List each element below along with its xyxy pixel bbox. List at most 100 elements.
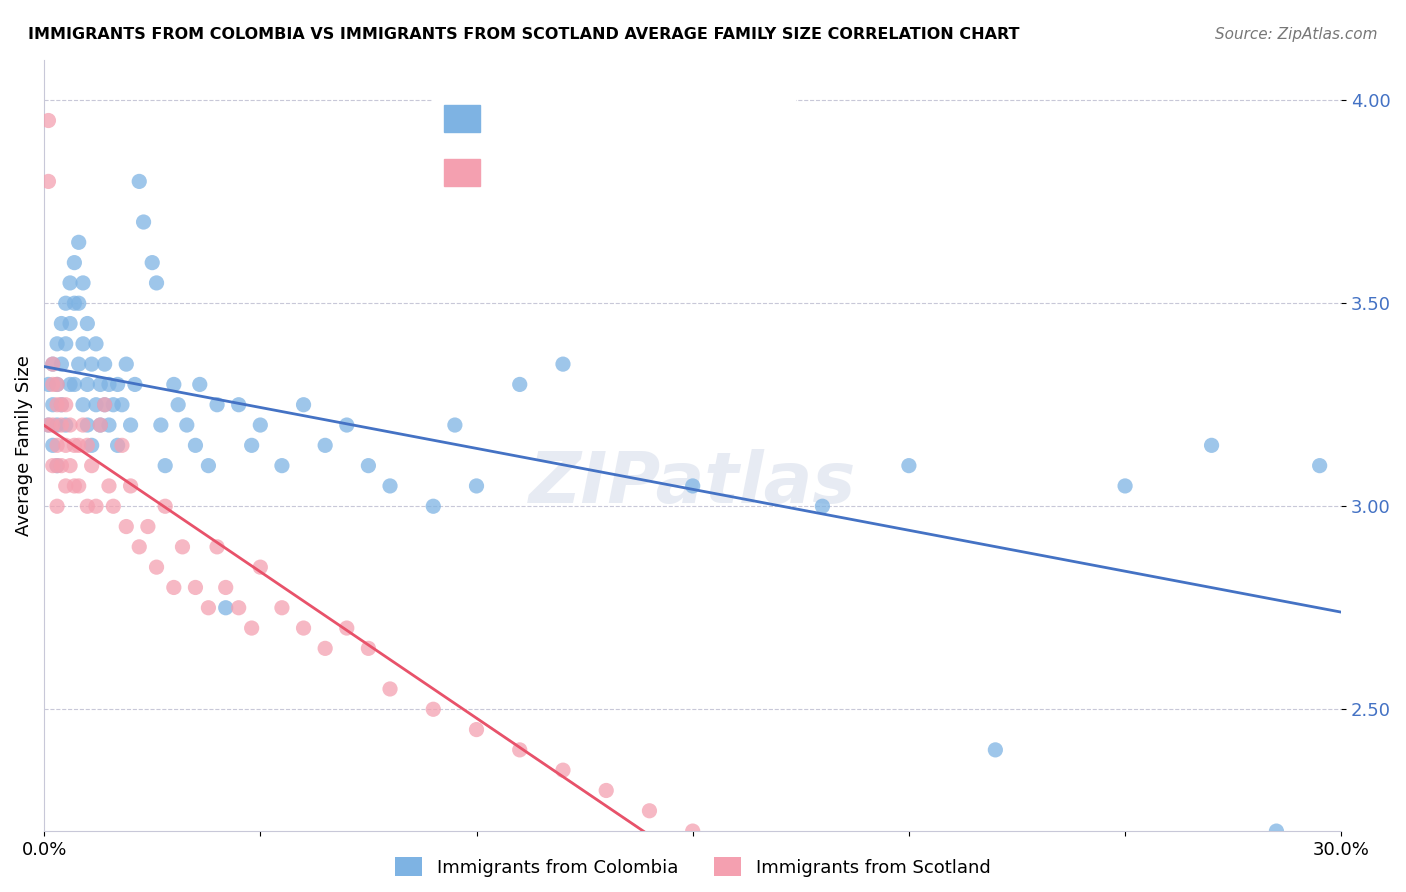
Immigrants from Scotland — [184, 581, 207, 595]
Immigrants from Colombia — [167, 398, 190, 412]
Immigrants from Scotland — [465, 723, 488, 737]
Immigrants from Colombia — [897, 458, 920, 473]
Immigrants from Colombia — [59, 377, 82, 392]
Immigrants from Colombia — [124, 377, 146, 392]
Immigrants from Colombia — [51, 317, 73, 331]
Immigrants from Scotland — [59, 418, 82, 433]
Immigrants from Scotland — [163, 581, 186, 595]
Immigrants from Colombia — [811, 500, 834, 514]
Y-axis label: Average Family Size: Average Family Size — [15, 355, 32, 536]
Immigrants from Colombia — [51, 357, 73, 371]
Immigrants from Colombia — [67, 296, 90, 310]
Immigrants from Scotland — [240, 621, 263, 635]
Immigrants from Scotland — [336, 621, 359, 635]
Immigrants from Colombia — [465, 479, 488, 493]
Immigrants from Colombia — [357, 458, 380, 473]
Immigrants from Colombia — [240, 438, 263, 452]
Immigrants from Scotland — [93, 398, 115, 412]
Immigrants from Colombia — [93, 398, 115, 412]
Immigrants from Colombia — [37, 418, 59, 433]
Immigrants from Scotland — [271, 600, 294, 615]
Immigrants from Colombia — [682, 479, 704, 493]
Immigrants from Scotland — [551, 763, 574, 777]
Immigrants from Scotland — [46, 458, 69, 473]
Immigrants from Colombia — [80, 357, 103, 371]
Immigrants from Colombia — [188, 377, 211, 392]
Immigrants from Colombia — [76, 317, 98, 331]
Immigrants from Colombia — [55, 296, 77, 310]
Immigrants from Colombia — [149, 418, 172, 433]
Immigrants from Scotland — [42, 458, 65, 473]
Immigrants from Colombia — [89, 418, 111, 433]
Legend: Immigrants from Colombia, Immigrants from Scotland: Immigrants from Colombia, Immigrants fro… — [388, 850, 998, 884]
Immigrants from Scotland — [80, 458, 103, 473]
Immigrants from Colombia — [984, 743, 1007, 757]
Immigrants from Colombia — [145, 276, 167, 290]
Immigrants from Colombia — [72, 398, 94, 412]
Immigrants from Scotland — [111, 438, 134, 452]
Immigrants from Colombia — [153, 458, 176, 473]
Immigrants from Colombia — [98, 418, 121, 433]
Immigrants from Colombia — [120, 418, 142, 433]
Immigrants from Colombia — [80, 438, 103, 452]
Immigrants from Scotland — [172, 540, 194, 554]
Immigrants from Scotland — [422, 702, 444, 716]
Immigrants from Scotland — [63, 479, 86, 493]
Immigrants from Colombia — [111, 398, 134, 412]
Immigrants from Scotland — [205, 540, 228, 554]
Immigrants from Colombia — [89, 377, 111, 392]
Immigrants from Colombia — [67, 235, 90, 250]
Immigrants from Colombia — [98, 377, 121, 392]
Immigrants from Colombia — [51, 398, 73, 412]
Immigrants from Scotland — [67, 479, 90, 493]
Immigrants from Scotland — [103, 500, 125, 514]
Immigrants from Colombia — [46, 336, 69, 351]
Immigrants from Colombia — [128, 174, 150, 188]
Immigrants from Colombia — [55, 418, 77, 433]
Immigrants from Colombia — [37, 377, 59, 392]
Immigrants from Colombia — [93, 357, 115, 371]
Immigrants from Colombia — [76, 377, 98, 392]
Immigrants from Scotland — [72, 418, 94, 433]
Immigrants from Colombia — [72, 336, 94, 351]
Immigrants from Colombia — [1309, 458, 1331, 473]
Immigrants from Scotland — [51, 398, 73, 412]
Immigrants from Colombia — [63, 255, 86, 269]
Immigrants from Scotland — [120, 479, 142, 493]
Immigrants from Colombia — [42, 438, 65, 452]
Immigrants from Scotland — [76, 438, 98, 452]
Immigrants from Colombia — [141, 255, 163, 269]
Text: IMMIGRANTS FROM COLOMBIA VS IMMIGRANTS FROM SCOTLAND AVERAGE FAMILY SIZE CORRELA: IMMIGRANTS FROM COLOMBIA VS IMMIGRANTS F… — [28, 27, 1019, 42]
Immigrants from Scotland — [63, 438, 86, 452]
Immigrants from Colombia — [184, 438, 207, 452]
Immigrants from Colombia — [107, 438, 129, 452]
Immigrants from Colombia — [63, 377, 86, 392]
Immigrants from Scotland — [314, 641, 336, 656]
Immigrants from Colombia — [1114, 479, 1136, 493]
Immigrants from Colombia — [46, 458, 69, 473]
Immigrants from Colombia — [59, 276, 82, 290]
Immigrants from Colombia — [67, 357, 90, 371]
Immigrants from Scotland — [51, 418, 73, 433]
Immigrants from Scotland — [46, 377, 69, 392]
Immigrants from Scotland — [145, 560, 167, 574]
Immigrants from Scotland — [215, 581, 238, 595]
Immigrants from Colombia — [46, 377, 69, 392]
Immigrants from Colombia — [63, 296, 86, 310]
Immigrants from Colombia — [84, 398, 107, 412]
Immigrants from Colombia — [163, 377, 186, 392]
Text: ZIPatlas: ZIPatlas — [529, 450, 856, 518]
Text: Source: ZipAtlas.com: Source: ZipAtlas.com — [1215, 27, 1378, 42]
Immigrants from Scotland — [249, 560, 271, 574]
Immigrants from Scotland — [98, 479, 121, 493]
Immigrants from Scotland — [790, 864, 813, 879]
Immigrants from Scotland — [42, 377, 65, 392]
Immigrants from Colombia — [84, 336, 107, 351]
Immigrants from Scotland — [509, 743, 531, 757]
Immigrants from Scotland — [42, 357, 65, 371]
Immigrants from Scotland — [228, 600, 250, 615]
Immigrants from Scotland — [76, 500, 98, 514]
Immigrants from Colombia — [336, 418, 359, 433]
Immigrants from Scotland — [55, 479, 77, 493]
Immigrants from Colombia — [72, 276, 94, 290]
